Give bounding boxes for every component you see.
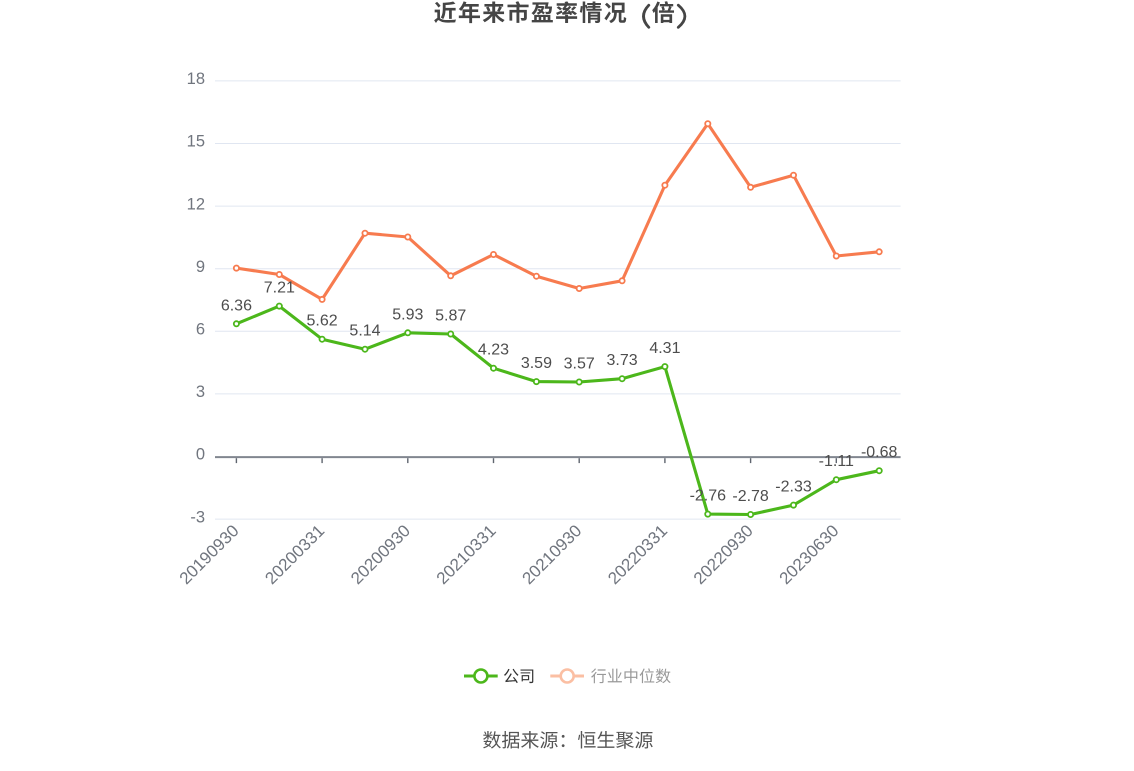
svg-text:18: 18 — [187, 70, 205, 88]
svg-text:6.36: 6.36 — [221, 297, 252, 314]
svg-text:4.23: 4.23 — [478, 342, 509, 359]
svg-text:15: 15 — [187, 133, 205, 151]
svg-text:7.21: 7.21 — [264, 280, 295, 297]
svg-text:5.62: 5.62 — [307, 313, 338, 330]
svg-text:3: 3 — [196, 383, 205, 401]
svg-text:-3: -3 — [190, 508, 205, 526]
svg-text:5.87: 5.87 — [435, 308, 466, 325]
svg-text:5.93: 5.93 — [392, 306, 423, 323]
svg-text:0: 0 — [196, 446, 205, 464]
svg-text:3.59: 3.59 — [521, 355, 552, 372]
svg-text:3.73: 3.73 — [607, 352, 638, 369]
svg-text:9: 9 — [196, 258, 205, 276]
svg-text:-2.78: -2.78 — [732, 488, 769, 505]
svg-text:12: 12 — [187, 195, 205, 213]
svg-text:6: 6 — [196, 321, 205, 339]
svg-text:3.57: 3.57 — [564, 356, 595, 373]
svg-text:5.14: 5.14 — [349, 323, 380, 340]
svg-text:-2.76: -2.76 — [690, 488, 727, 505]
svg-text:-2.33: -2.33 — [775, 479, 812, 496]
svg-text:4.31: 4.31 — [649, 340, 680, 357]
svg-text:-0.68: -0.68 — [861, 444, 898, 461]
svg-text:-1.11: -1.11 — [819, 453, 854, 470]
